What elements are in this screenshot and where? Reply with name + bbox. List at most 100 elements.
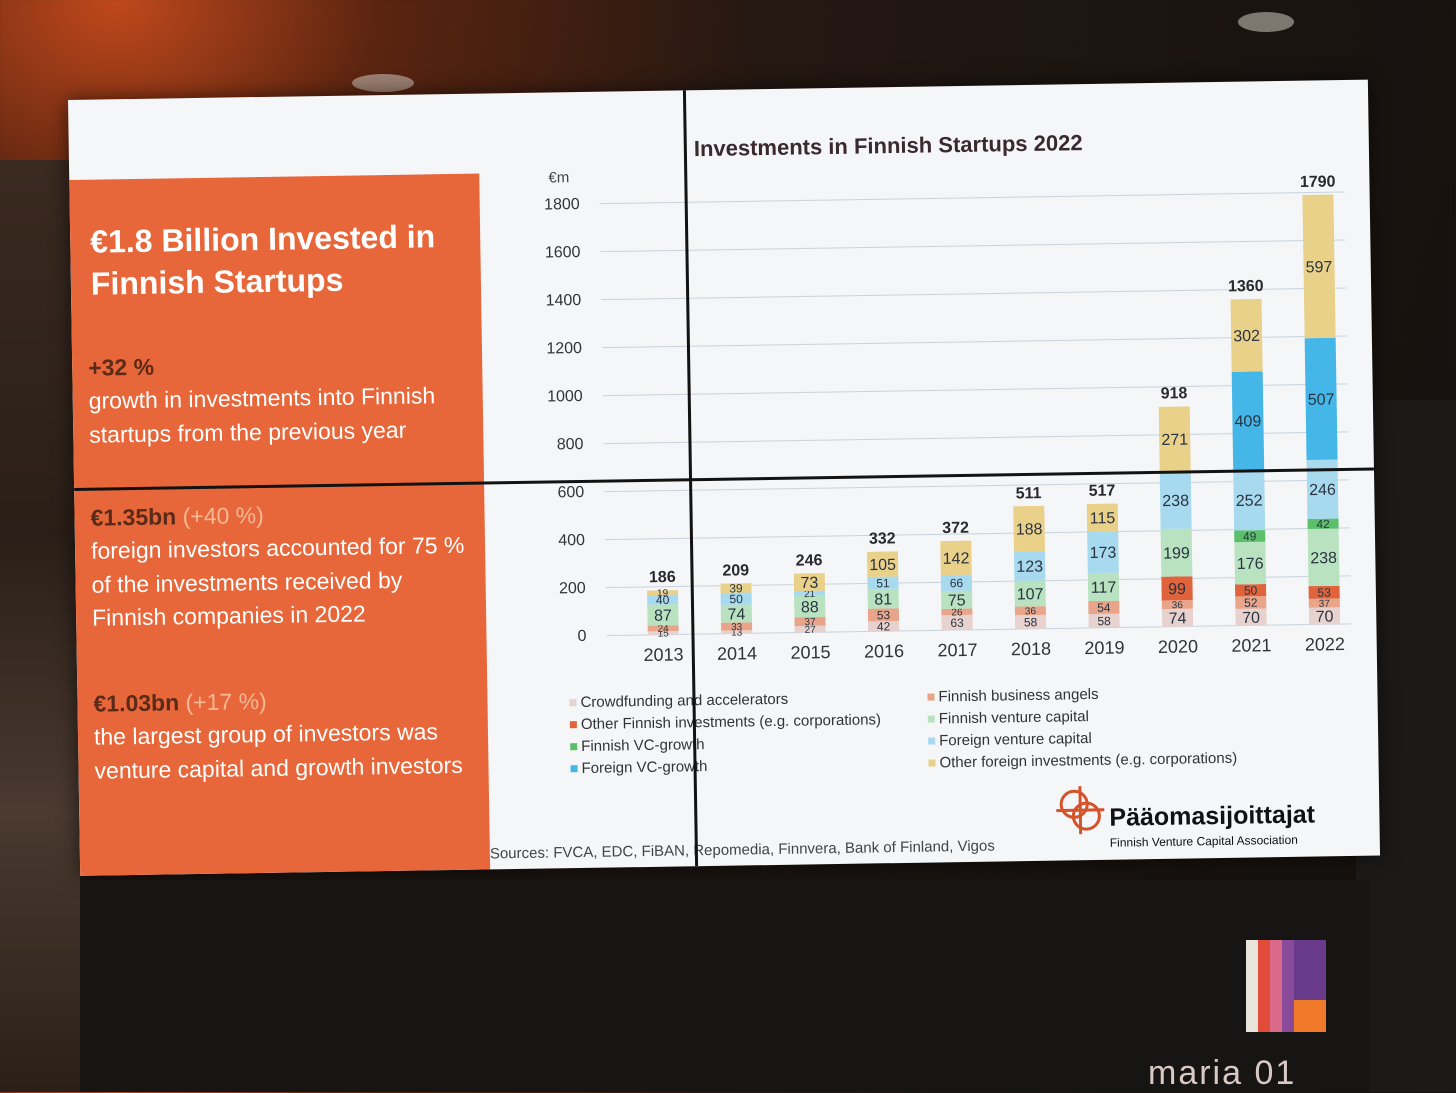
data-label: 53	[877, 608, 891, 622]
screen-stand	[80, 880, 1370, 1092]
y-tick-label: 200	[559, 580, 586, 597]
bar-segment	[1234, 541, 1266, 585]
data-label: 173	[1090, 545, 1117, 562]
bar-segment	[867, 608, 900, 622]
stat-growth-value: +32 %	[88, 353, 155, 381]
data-label: 117	[1091, 579, 1117, 596]
legend-item: Other foreign investments (e.g. corporat…	[928, 750, 1237, 772]
y-tick-label: 600	[557, 484, 584, 501]
legend-swatch	[569, 721, 577, 729]
bar-segment	[1235, 583, 1267, 597]
data-label: 26	[951, 607, 963, 618]
data-label: 63	[950, 616, 964, 630]
bar-segment	[1308, 598, 1340, 608]
data-label: 36	[1025, 606, 1037, 617]
bar-segment	[793, 573, 826, 592]
data-label: 73	[800, 575, 818, 592]
stat-foreign: €1.35bn (+40 %) foreign investors accoun…	[90, 496, 472, 635]
data-label: 81	[874, 591, 892, 608]
stat-growth: +32 % growth in investments into Finnish…	[88, 346, 470, 452]
legend-label: Foreign VC-growth	[581, 758, 708, 778]
y-tick-label: 1000	[547, 388, 583, 406]
stat-vc: €1.03bn (+17 %) the largest group of inv…	[93, 682, 475, 788]
bar-segment	[720, 592, 752, 606]
y-tick-label: 1800	[544, 196, 580, 214]
data-label: 105	[869, 557, 896, 574]
legend-swatch	[927, 715, 935, 723]
bar-segment	[647, 590, 679, 596]
y-tick-label: 400	[558, 532, 585, 549]
data-label: 37	[804, 617, 816, 628]
data-label: 21	[804, 589, 816, 600]
video-wall-screen: €1.8 Billion Invested in Finnish Startup…	[68, 79, 1381, 876]
data-label: 42	[1316, 517, 1330, 531]
data-label: 507	[1308, 391, 1335, 408]
data-label: 302	[1233, 328, 1260, 345]
bar-segment	[647, 625, 679, 632]
stone-wall	[0, 160, 80, 1092]
y-axis-unit: €m	[548, 169, 569, 186]
data-label: 115	[1090, 510, 1116, 527]
bar-segment	[1230, 298, 1263, 372]
data-label: 70	[1315, 609, 1333, 626]
data-label: 13	[731, 628, 743, 639]
room-name: maria 01	[1148, 1054, 1297, 1092]
logo-subtitle: Finnish Venture Capital Association	[1109, 832, 1298, 850]
legend-swatch	[569, 699, 577, 707]
bar-segment	[940, 574, 973, 591]
bar-segment	[721, 622, 753, 631]
bar-segment	[941, 614, 973, 631]
data-label: 74	[1169, 610, 1187, 627]
bar-segment	[794, 590, 826, 597]
legend-item: Finnish venture capital	[927, 708, 1089, 728]
data-label: 50	[1244, 583, 1258, 597]
data-label: 39	[729, 581, 743, 595]
data-label: 99	[1168, 581, 1186, 598]
stat-foreign-text: foreign investors accounted for 75 % of …	[90, 532, 465, 631]
gridline	[599, 191, 1345, 205]
bar-segment	[868, 620, 900, 632]
data-label: 36	[1172, 600, 1184, 611]
gridline	[602, 383, 1348, 397]
x-tick-label: 2017	[937, 640, 977, 661]
bar-segment	[1304, 337, 1338, 460]
data-label: 271	[1161, 432, 1188, 449]
x-tick-label: 2019	[1084, 637, 1124, 658]
bar-segment	[720, 583, 752, 594]
legend-item: Foreign VC-growth	[570, 758, 708, 778]
data-label: 42	[877, 619, 891, 633]
bar-segment	[867, 588, 899, 609]
bar-segment	[940, 540, 972, 576]
bar-total-label: 1790	[1300, 174, 1336, 192]
x-tick-label: 2020	[1158, 636, 1198, 657]
y-tick-label: 1400	[545, 292, 581, 310]
legend-label: Foreign venture capital	[939, 729, 1092, 750]
legend-label: Other foreign investments (e.g. corporat…	[939, 749, 1238, 772]
bar-total-label: 1360	[1228, 278, 1264, 296]
stat-foreign-change: (+40 %)	[182, 501, 264, 530]
bar-segment	[1308, 607, 1341, 625]
bar-segment	[1231, 371, 1265, 470]
data-label: 58	[1024, 615, 1038, 629]
data-label: 37	[1319, 599, 1331, 610]
bar-total-label: 332	[869, 530, 896, 547]
bar-segment	[1235, 595, 1267, 609]
legend-item: Finnish VC-growth	[570, 736, 705, 755]
data-label: 409	[1234, 413, 1261, 430]
gridline	[604, 479, 1350, 493]
bar-total-label: 517	[1089, 483, 1116, 500]
data-label: 51	[876, 576, 890, 590]
gridline	[600, 239, 1346, 253]
data-label: 49	[1243, 529, 1257, 543]
bar-segment	[1161, 599, 1193, 610]
gridline	[601, 287, 1347, 301]
gridline	[603, 431, 1349, 445]
stat-foreign-value: €1.35bn	[90, 503, 177, 531]
y-tick-label: 0	[577, 628, 586, 645]
bar-segment	[1161, 608, 1194, 627]
data-label: 66	[950, 576, 964, 590]
data-label: 58	[1097, 614, 1111, 628]
legend-item: Finnish business angels	[927, 686, 1099, 706]
bar-segment	[1013, 550, 1046, 581]
bar-total-label: 372	[942, 520, 969, 537]
